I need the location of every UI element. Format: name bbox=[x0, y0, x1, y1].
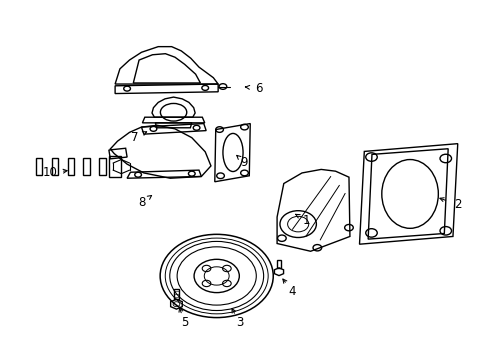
Text: 8: 8 bbox=[138, 197, 145, 210]
Text: 2: 2 bbox=[453, 198, 461, 211]
Text: 3: 3 bbox=[236, 316, 243, 329]
Text: 9: 9 bbox=[240, 156, 248, 169]
Text: 5: 5 bbox=[181, 316, 188, 329]
Text: 7: 7 bbox=[130, 131, 138, 144]
Text: 6: 6 bbox=[255, 82, 262, 95]
Text: 1: 1 bbox=[303, 214, 310, 227]
Text: 4: 4 bbox=[288, 285, 296, 298]
Text: 10: 10 bbox=[43, 166, 58, 179]
